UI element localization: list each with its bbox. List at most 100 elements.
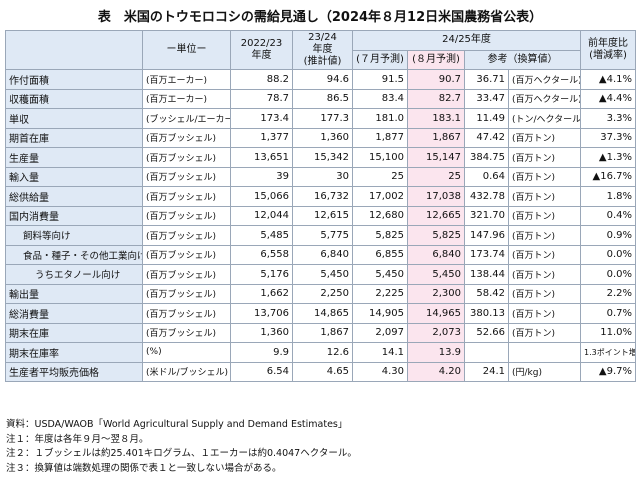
cell: 17,002 [352, 186, 408, 207]
header-year1: 2022/23 年度 [230, 30, 293, 70]
cell: 14,865 [292, 303, 353, 324]
cell: 0.64 [464, 166, 509, 187]
cell: 1,360 [230, 322, 293, 343]
row-label: 国内消費量 [5, 205, 143, 226]
cell: 384.75 [464, 147, 509, 168]
cell: 1,377 [230, 127, 293, 148]
cell: 147.96 [464, 225, 509, 246]
cell: 5,450 [407, 264, 465, 285]
table-row: 輸入量 (百万ブッシェル) 39 30 25 25 0.64 (百万トン) ▲16.7% [5, 166, 637, 187]
cell: (百万トン) [507, 264, 582, 285]
note: 注１：年度は各年９月～翌８月。 [6, 433, 149, 445]
header-line: 年度 [312, 44, 333, 55]
cell: ▲4.1% [580, 69, 637, 90]
cell: 12,665 [407, 205, 465, 226]
cell: 138.44 [464, 264, 509, 285]
header-blank [5, 30, 143, 70]
cell: 2,250 [292, 283, 353, 304]
cell: (百万トン) [507, 186, 582, 207]
title: 表 米国のトウモロコシの需給見通し（2024年８月12日米国農務省公表） [97, 10, 543, 25]
row-unit: (百万エーカー) [142, 88, 231, 109]
table-row: 総消費量 (百万ブッシェル) 13,706 14,865 14,905 14,965 380… [5, 303, 637, 324]
header-line: 2022/23 [240, 38, 283, 49]
cell: 321.70 [464, 205, 509, 226]
cell: 0.0% [580, 244, 637, 265]
cell: 4.65 [292, 361, 353, 382]
cell: ▲16.7% [580, 166, 637, 187]
table-row: 国内消費量 (百万ブッシェル) 12,044 12,615 12,680 12,665 32… [5, 205, 637, 226]
cell: (百万トン) [507, 205, 582, 226]
cell: 177.3 [292, 108, 353, 129]
cell: 1,360 [292, 127, 353, 148]
cell: 13,706 [230, 303, 293, 324]
cell: 12,044 [230, 205, 293, 226]
cell: 0.7% [580, 303, 637, 324]
cell: 183.1 [407, 108, 465, 129]
cell: 0.4% [580, 205, 637, 226]
cell: 15,147 [407, 147, 465, 168]
cell: 6,558 [230, 244, 293, 265]
cell: ▲1.3% [580, 147, 637, 168]
row-label: 生産量 [5, 147, 143, 168]
cell: (百万ヘクタール) [507, 69, 582, 90]
cell: 33.47 [464, 88, 509, 109]
row-unit: (百万ブッシェル) [142, 186, 231, 207]
cell: 11.49 [464, 108, 509, 129]
cell: 52.66 [464, 322, 509, 343]
row-unit: (百万ブッシェル) [142, 166, 231, 187]
table-row: 期末在庫 (百万ブッシェル) 1,360 1,867 2,097 2,073 52.66 (百… [5, 322, 637, 343]
row-label: 収穫面積 [5, 88, 143, 109]
header-line: 年度 [251, 50, 272, 61]
cell: 15,342 [292, 147, 353, 168]
cell: 25 [407, 166, 465, 187]
cell: 12.6 [292, 342, 353, 363]
row-unit: (百万エーカー) [142, 69, 231, 90]
cell: 6,840 [292, 244, 353, 265]
cell: 1,867 [292, 322, 353, 343]
cell: 91.5 [352, 69, 408, 90]
cell: 2,225 [352, 283, 408, 304]
row-unit: (百万ブッシェル) [142, 147, 231, 168]
cell: 15,066 [230, 186, 293, 207]
cell: 94.6 [292, 69, 353, 90]
cell: 14,905 [352, 303, 408, 324]
cell: 88.2 [230, 69, 293, 90]
header-line: (増減率) [589, 50, 627, 61]
cell: 1,867 [407, 127, 465, 148]
cell: (百万トン) [507, 127, 582, 148]
cell [507, 342, 582, 363]
cell: (百万トン) [507, 303, 582, 324]
row-label: 作付面積 [5, 69, 143, 90]
cell: (百万トン) [507, 283, 582, 304]
row-unit: (百万ブッシェル) [142, 127, 231, 148]
row-label: 期首在庫 [5, 127, 143, 148]
cell: 1,662 [230, 283, 293, 304]
table-row: 食品・種子・その他工業向け (百万ブッシェル) 6,558 6,840 6,855 6,8… [5, 244, 637, 265]
cell: 0.9% [580, 225, 637, 246]
cell: 2,300 [407, 283, 465, 304]
table-row: 輸出量 (百万ブッシェル) 1,662 2,250 2,225 2,300 58.42 (百万… [5, 283, 637, 304]
row-label: 総供給量 [5, 186, 143, 207]
cell: 17,038 [407, 186, 465, 207]
cell: 181.0 [352, 108, 408, 129]
row-label: 期末在庫 [5, 322, 143, 343]
table-row: 期末在庫率 (%) 9.9 12.6 14.1 13.9 1.3ポイント増 [5, 342, 637, 363]
row-unit: (ブッシェル/エーカー) [142, 108, 231, 129]
cell: (円/kg) [507, 361, 582, 382]
header-line: (推計値) [303, 56, 342, 67]
cell: 6,840 [407, 244, 465, 265]
cell: (百万ヘクタール) [507, 88, 582, 109]
header-line: 前年度比 [588, 38, 629, 49]
row-label: 飼料等向け [5, 225, 143, 246]
cell: 173.74 [464, 244, 509, 265]
cell: 58.42 [464, 283, 509, 304]
row-unit: (百万ブッシェル) [142, 225, 231, 246]
row-unit: (百万ブッシェル) [142, 283, 231, 304]
cell: ▲9.7% [580, 361, 637, 382]
cell: 13.9 [407, 342, 465, 363]
header-year2: 23/24 年度 (推計値) [292, 30, 353, 70]
row-unit: (%) [142, 342, 231, 363]
cell: 30 [292, 166, 353, 187]
row-label: 単収 [5, 108, 143, 129]
